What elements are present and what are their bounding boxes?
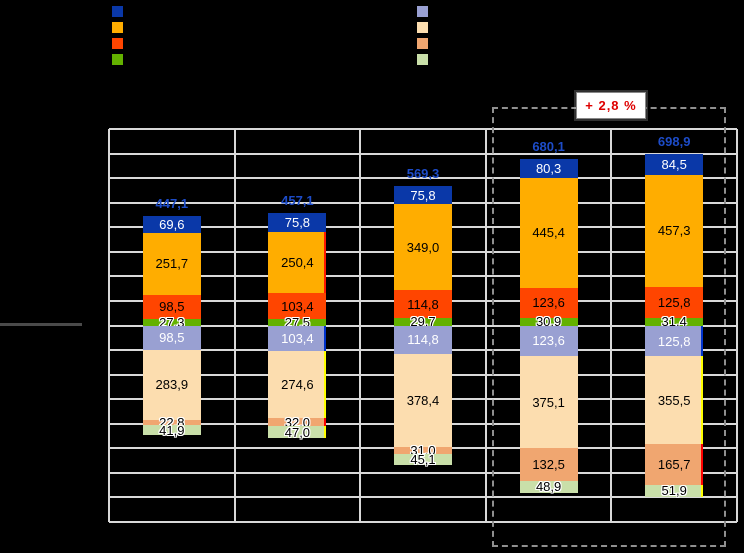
bar-segment-light-peach: 378,4 bbox=[394, 353, 452, 447]
bar-segment-orange-red: 125,8 bbox=[645, 286, 704, 318]
bar-segment-light-purple: 103,4 bbox=[268, 325, 327, 351]
bar-segment-light-peach: 274,6 bbox=[268, 350, 327, 419]
bar-total-label: 457,1 bbox=[281, 193, 314, 209]
bar-segment-light-peach: 375,1 bbox=[519, 355, 578, 449]
bar-edge-artifact bbox=[701, 356, 704, 444]
bar-segment-salmon: 32,0 bbox=[268, 416, 327, 429]
growth-callout-label: + 2,8 % bbox=[585, 98, 637, 113]
bar-segment-light-peach: 355,5 bbox=[645, 356, 704, 444]
v-gridline bbox=[233, 129, 236, 522]
legend-swatch-dark-blue bbox=[112, 6, 123, 17]
v-gridline bbox=[736, 129, 738, 522]
bar-segment-light-purple: 123,6 bbox=[519, 325, 578, 356]
bar-segment-light-purple: 98,5 bbox=[142, 325, 201, 350]
bar-edge-artifact bbox=[701, 325, 704, 357]
h-gridline bbox=[109, 152, 737, 155]
bar-segment-dark-blue: 80,3 bbox=[519, 158, 578, 179]
v-gridline bbox=[484, 129, 487, 522]
h-gridline bbox=[109, 177, 737, 180]
bar-segment-orange: 457,3 bbox=[645, 174, 704, 287]
h-gridline bbox=[109, 521, 737, 523]
bar-edge-artifact bbox=[701, 484, 704, 498]
bar-segment-orange-red: 103,4 bbox=[268, 293, 327, 319]
h-gridline bbox=[109, 496, 737, 499]
bar-segment-orange-red: 123,6 bbox=[519, 287, 578, 318]
bar-segment-light-purple: 114,8 bbox=[394, 325, 452, 354]
bar-edge-artifact bbox=[324, 325, 327, 351]
bar-segment-green: 31,4 bbox=[645, 315, 704, 328]
legend-swatch-orange-red bbox=[112, 38, 123, 49]
bar-edge-artifact bbox=[701, 443, 704, 485]
bar-segment-light-green: 51,9 bbox=[645, 484, 704, 497]
bar-segment-light-green: 41,9 bbox=[142, 424, 201, 437]
legend-swatch-light-peach bbox=[417, 22, 428, 33]
bar-segment-dark-blue: 84,5 bbox=[645, 153, 704, 175]
bar-edge-artifact bbox=[324, 350, 327, 419]
bar-total-label: 698,9 bbox=[657, 133, 691, 149]
bar-segment-green: 30,9 bbox=[519, 316, 578, 328]
bar-total-label: 447,1 bbox=[155, 195, 189, 211]
legend-swatch-orange bbox=[112, 22, 123, 33]
bar-segment-orange: 250,4 bbox=[268, 231, 327, 294]
bar-segment-orange: 445,4 bbox=[519, 178, 578, 288]
bar-edge-artifact bbox=[324, 426, 327, 438]
bar-segment-green: 29,7 bbox=[394, 315, 452, 329]
bar-segment-light-green: 47,0 bbox=[268, 426, 327, 438]
bar-segment-dark-blue: 75,8 bbox=[268, 213, 327, 232]
v-gridline bbox=[359, 129, 362, 522]
bar-segment-orange: 251,7 bbox=[142, 232, 201, 295]
legend-swatch-salmon bbox=[417, 38, 428, 49]
bar-segment-salmon: 31,0 bbox=[394, 444, 452, 457]
bar-segment-light-purple: 125,8 bbox=[645, 325, 704, 357]
h-gridline bbox=[109, 471, 737, 474]
growth-callout: + 2,8 % bbox=[576, 92, 646, 119]
bar-segment-light-green: 45,1 bbox=[394, 453, 452, 466]
legend-swatch-light-purple bbox=[417, 6, 428, 17]
bar-edge-artifact bbox=[324, 231, 327, 294]
bar-total-label: 569,3 bbox=[406, 165, 440, 181]
bar-segment-orange: 349,0 bbox=[394, 204, 452, 291]
bar-segment-light-peach: 283,9 bbox=[142, 349, 201, 420]
axis-leader-line bbox=[0, 323, 82, 326]
bar-segment-dark-blue: 69,6 bbox=[142, 215, 201, 233]
v-gridline bbox=[108, 129, 110, 522]
highlight-dashed-box bbox=[492, 107, 726, 547]
bar-segment-salmon: 165,7 bbox=[645, 443, 704, 485]
bar-segment-light-green: 48,9 bbox=[519, 480, 578, 493]
bar-segment-salmon: 132,5 bbox=[519, 448, 578, 481]
legend-swatch-light-green bbox=[417, 54, 428, 65]
bar-segment-dark-blue: 75,8 bbox=[394, 185, 452, 205]
bar-segment-green: 27,3 bbox=[142, 316, 201, 328]
bar-segment-orange-red: 114,8 bbox=[394, 290, 452, 319]
bar-edge-artifact bbox=[324, 418, 327, 427]
bar-segment-green: 27,5 bbox=[268, 316, 327, 328]
bar-total-label: 680,1 bbox=[532, 138, 565, 154]
bar-segment-orange-red: 98,5 bbox=[142, 294, 201, 319]
v-gridline bbox=[610, 129, 613, 522]
h-gridline bbox=[109, 128, 737, 130]
legend-swatch-green bbox=[112, 54, 123, 65]
